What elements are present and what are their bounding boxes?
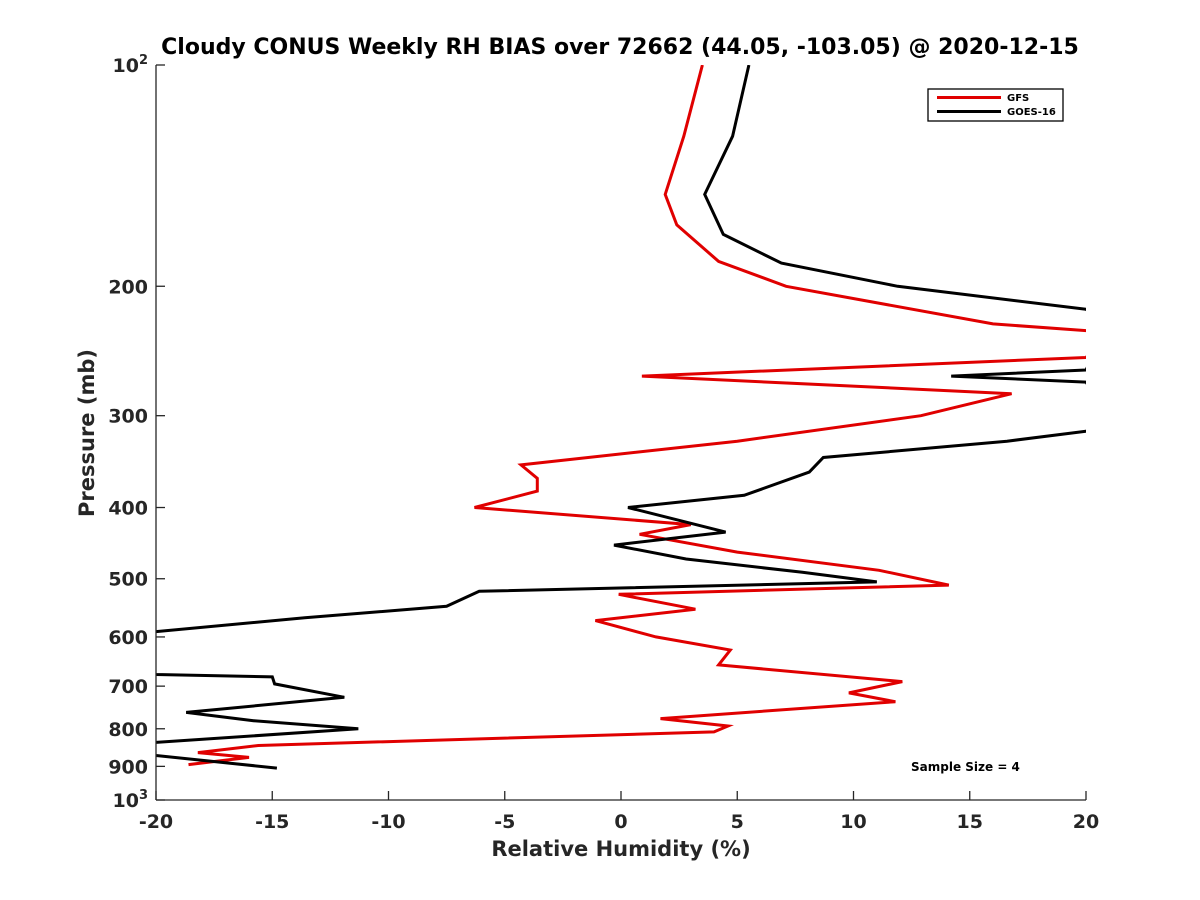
series-line-goes16 (156, 65, 1086, 770)
x-tick-label: 0 (614, 811, 627, 833)
y-axis-label: Pressure (mb) (75, 349, 99, 517)
x-tick-label: 5 (731, 811, 744, 833)
x-tick-label: -20 (139, 811, 173, 833)
y-tick-label: 103 (113, 788, 149, 812)
x-tick-label: -15 (255, 811, 289, 833)
x-tick-label: 10 (840, 811, 866, 833)
y-tick-label: 200 (108, 276, 148, 298)
axes-layer: -20 -15 -10 -5 0 5 10 15 20 102 200 300 400 500 600 700… (108, 53, 1099, 833)
y-tick-label: 800 (108, 719, 148, 741)
y-tick-label: 102 (113, 53, 149, 77)
y-tick-label: 900 (108, 756, 148, 778)
y-tick-label: 400 (108, 498, 148, 520)
legend-box (927, 88, 1064, 122)
legend: GFS GOES-16 (927, 88, 1064, 122)
series-line-gfs (188, 65, 1086, 767)
x-axis-label: Relative Humidity (%) (491, 837, 750, 861)
y-tick-label: 500 (108, 569, 148, 591)
y-tick-label: 700 (108, 676, 148, 698)
legend-label-gfs: GFS (1007, 93, 1029, 104)
x-tick-label: -10 (371, 811, 405, 833)
x-tick-label: -5 (494, 811, 515, 833)
chart-title: Cloudy CONUS Weekly RH BIAS over 72662 (… (161, 35, 1079, 60)
legend-label-goes16: GOES-16 (1007, 107, 1056, 118)
x-tick-label: 20 (1073, 811, 1099, 833)
series-layer (156, 65, 1086, 770)
y-tick-label: 300 (108, 406, 148, 428)
y-tick-label: 600 (108, 627, 148, 649)
sample-size-annotation: Sample Size = 4 (911, 760, 1020, 774)
x-tick-label: 15 (957, 811, 983, 833)
